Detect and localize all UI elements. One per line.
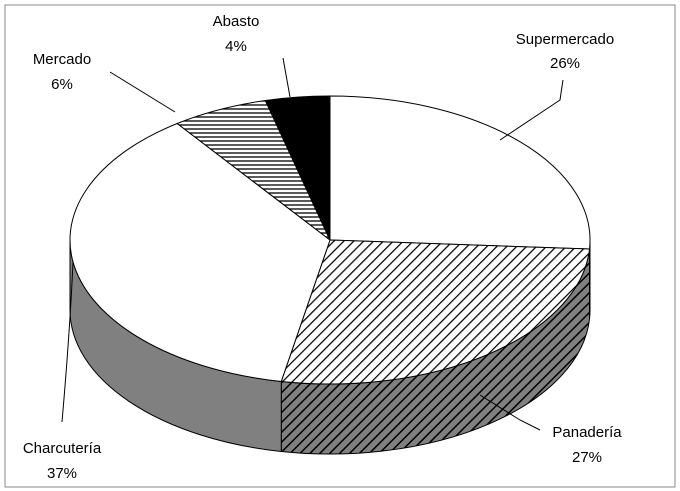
leader-line: [61, 261, 74, 423]
slice-label: Panadería: [552, 424, 622, 441]
pie: [69, 95, 591, 455]
slice-value-label: 27%: [572, 449, 602, 466]
leader-lines: [61, 57, 564, 431]
leader-line: [109, 71, 176, 113]
slice-value-label: 6%: [51, 76, 73, 93]
slice-label: Charcutería: [23, 440, 102, 457]
slice: [69, 122, 331, 382]
slice: [329, 95, 591, 250]
slice-value-label: 4%: [225, 38, 247, 55]
leader-line: [282, 57, 291, 98]
slice-value-label: 37%: [47, 465, 77, 482]
leader-line: [499, 79, 564, 141]
slice-label: Abasto: [213, 13, 260, 30]
slice-label: Supermercado: [516, 31, 614, 48]
leader-line: [479, 394, 541, 431]
slice: [280, 239, 591, 385]
slice-value-label: 26%: [550, 55, 580, 72]
slice: [264, 95, 331, 241]
slice-label: Mercado: [33, 51, 91, 68]
